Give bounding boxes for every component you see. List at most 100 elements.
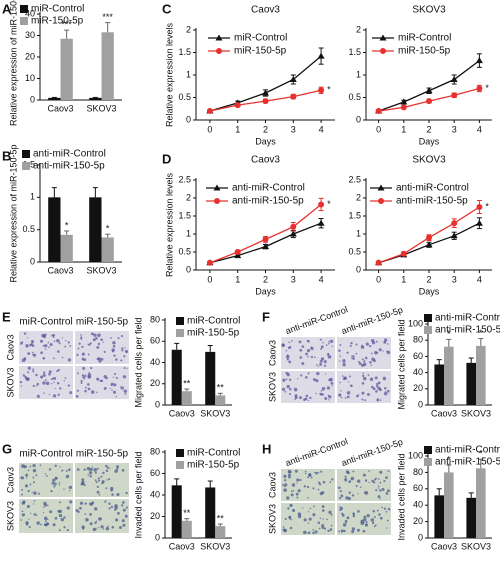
cell — [93, 507, 98, 511]
cell — [357, 528, 360, 532]
cell — [362, 362, 367, 367]
cell — [66, 506, 70, 510]
cell — [379, 497, 381, 500]
error-bar — [207, 345, 213, 352]
cell — [121, 347, 124, 350]
cell — [111, 348, 115, 352]
cell — [114, 469, 118, 473]
cell — [118, 526, 122, 529]
cell — [289, 388, 292, 391]
cell — [108, 507, 111, 510]
cell — [122, 508, 126, 512]
cell — [340, 531, 343, 533]
cell — [69, 345, 72, 347]
cell — [35, 373, 38, 377]
cell — [21, 510, 24, 513]
cell — [42, 356, 46, 360]
cell — [46, 504, 49, 507]
cell — [328, 378, 332, 382]
cell — [338, 349, 341, 352]
cell — [110, 488, 113, 492]
cell — [42, 373, 46, 377]
cell — [59, 466, 61, 468]
cell — [46, 475, 48, 477]
cell — [21, 513, 25, 517]
cell — [51, 377, 54, 380]
point — [262, 98, 269, 105]
legend-swatch — [424, 458, 432, 466]
cell — [356, 395, 359, 398]
cell — [19, 380, 23, 384]
cell — [97, 342, 101, 346]
x-tick-label: Caov3 — [47, 103, 73, 113]
cell — [352, 514, 356, 518]
cell — [88, 343, 91, 346]
cell — [328, 510, 332, 514]
cell — [339, 497, 342, 500]
cell — [33, 491, 37, 495]
cell — [27, 489, 30, 493]
cell — [61, 337, 64, 339]
micrograph — [281, 469, 335, 501]
cell — [377, 386, 381, 390]
y-tick-label: 0 — [356, 264, 361, 274]
cell — [385, 492, 389, 495]
cell — [68, 468, 71, 471]
cell — [320, 394, 323, 396]
cell — [313, 505, 315, 508]
cell — [339, 355, 342, 357]
bar — [171, 349, 182, 405]
error-bar — [174, 478, 180, 486]
cell — [302, 507, 304, 509]
cell — [330, 381, 334, 385]
cell — [75, 395, 79, 398]
x-tick-label: 4 — [319, 274, 324, 284]
legend-marker — [379, 34, 387, 41]
cell — [351, 527, 356, 531]
error-bar — [184, 518, 190, 521]
cell — [323, 364, 327, 367]
cell — [29, 483, 32, 486]
cell — [45, 525, 48, 527]
cell — [83, 484, 86, 487]
point — [476, 204, 483, 210]
cell — [27, 352, 31, 355]
cell — [44, 516, 48, 521]
cell — [315, 379, 319, 383]
micrograph — [337, 371, 391, 403]
cell — [119, 386, 122, 388]
cell — [28, 526, 31, 529]
cell — [297, 378, 299, 380]
cell — [78, 342, 81, 345]
cell — [87, 343, 89, 345]
y-tick-label: 80 — [413, 335, 423, 345]
y-axis-label: Relative expression levels — [164, 172, 174, 277]
x-tick-label: SKOV3 — [200, 541, 230, 551]
x-tick-label: 3 — [291, 124, 296, 134]
cell — [298, 340, 302, 344]
bar — [101, 32, 114, 100]
cell — [111, 493, 114, 496]
cell — [112, 344, 116, 348]
x-tick-label: Caov3 — [431, 408, 457, 418]
image-column-label: anti-miR-Control — [284, 436, 349, 468]
cell — [87, 353, 90, 356]
cell — [317, 365, 319, 368]
micrograph — [337, 503, 391, 535]
cell — [87, 474, 90, 476]
legend-swatch — [176, 317, 184, 325]
bar — [466, 497, 476, 538]
point — [289, 76, 297, 82]
cell — [89, 502, 92, 505]
cell — [343, 529, 346, 533]
cell — [25, 376, 28, 379]
line — [209, 203, 322, 264]
cell — [312, 487, 315, 490]
cell — [110, 337, 112, 339]
error-bar — [174, 342, 180, 350]
cell — [310, 355, 314, 359]
significance: *** — [61, 20, 72, 30]
x-tick-label: 2 — [426, 274, 431, 284]
x-tick-label: 1 — [401, 274, 406, 284]
cell — [309, 507, 312, 510]
